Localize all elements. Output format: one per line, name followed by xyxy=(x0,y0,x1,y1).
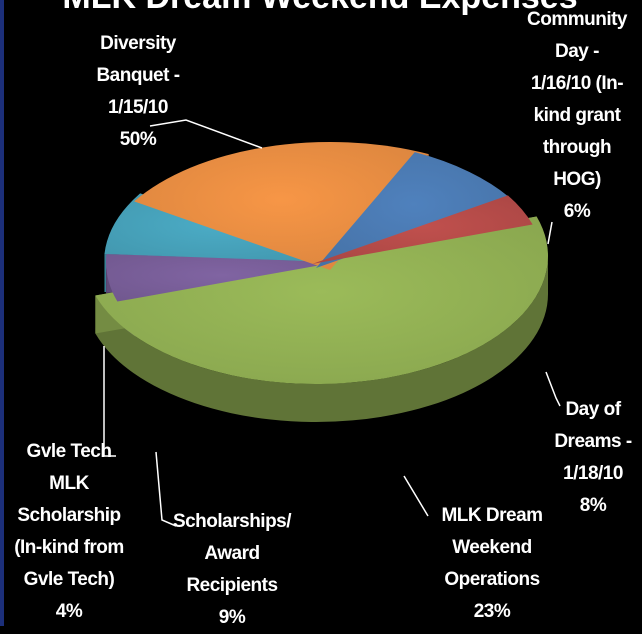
leader-line-0 xyxy=(149,119,263,149)
label-diversity-banquet: Diversity Banquet - 1/15/10 50% xyxy=(96,33,180,150)
leader-line-2 xyxy=(545,371,561,407)
label-scholarships-award-recipients: Scholarships/ Award Recipients 9% xyxy=(172,511,292,628)
leader-line-5 xyxy=(103,346,116,457)
leader-line-1 xyxy=(547,221,553,245)
label-day-of-dreams: Day of Dreams - 1/18/10 8% xyxy=(554,399,632,516)
slice-scholarships-award-recipients xyxy=(316,152,512,268)
slice-community-day-1-16-10-in-kind-grant-through-hog xyxy=(106,253,338,302)
chart-title: MLK Dream Weekend Expenses xyxy=(60,0,580,17)
leader-line-4 xyxy=(155,451,177,527)
left-edge-strip xyxy=(0,0,4,626)
leader-line-3 xyxy=(403,475,429,517)
slice-tops xyxy=(95,142,548,384)
slice-side-0 xyxy=(95,256,548,422)
label-community-day: Community Day - 1/16/10 (In- kind grant … xyxy=(527,9,628,222)
slice-gvle-tech-mlk-scholarship-in-kind-from-gvle-tech xyxy=(312,195,533,264)
slice-diversity-banquet-1-15-10 xyxy=(95,216,548,384)
label-mlk-dream-weekend-operations: MLK Dream Weekend Operations 23% xyxy=(441,505,543,622)
leader-lines xyxy=(103,119,561,527)
label-gvle-tech-mlk-scholarship: Gvle Tech MLK Scholarship (In-kind from … xyxy=(14,441,124,622)
